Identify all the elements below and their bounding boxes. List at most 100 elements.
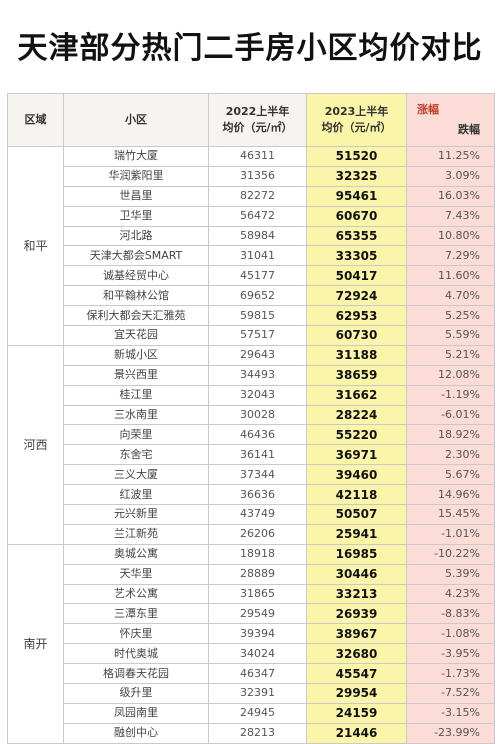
community-cell: 三水南里 bbox=[63, 404, 209, 426]
price-2023-cell: 26939 bbox=[306, 603, 407, 625]
price-2022-cell: 29549 bbox=[208, 603, 307, 625]
change-cell: 4.70% bbox=[406, 285, 495, 307]
community-cell: 艺术公寓 bbox=[63, 583, 209, 605]
change-cell: -23.99% bbox=[406, 722, 495, 744]
table-header-row: 区域 小区 2022上半年 均价（元/㎡） 2023上半年 均价（元/㎡） 涨幅… bbox=[7, 93, 495, 147]
price-2022-cell: 69652 bbox=[208, 285, 307, 307]
price-2023-cell: 32680 bbox=[306, 643, 407, 665]
header-price-2022-line1: 2022上半年 bbox=[225, 105, 290, 118]
community-cell: 卫华里 bbox=[63, 205, 209, 227]
header-region: 区域 bbox=[7, 93, 64, 147]
table-row: 时代奥城 34024 32680 -3.95% bbox=[8, 643, 495, 665]
price-2022-cell: 32391 bbox=[208, 683, 307, 704]
price-2023-cell: 50507 bbox=[306, 504, 407, 525]
table-row: 三潭东里 29549 26939 -8.83% bbox=[8, 603, 495, 625]
price-2023-cell: 42118 bbox=[306, 484, 407, 506]
table-row: 和平翰林公馆 69652 72924 4.70% bbox=[8, 285, 495, 307]
price-2023-cell: 95461 bbox=[306, 185, 407, 207]
header-price-2023-line2: 均价（元/㎡） bbox=[321, 121, 392, 134]
price-2022-cell: 36141 bbox=[208, 444, 307, 466]
community-cell: 瑞竹大厦 bbox=[63, 146, 209, 167]
change-cell: -1.73% bbox=[406, 663, 495, 685]
price-2022-cell: 82272 bbox=[208, 185, 307, 207]
change-cell: 14.96% bbox=[406, 484, 495, 506]
table-row: 和平 瑞竹大厦 46311 51520 11.25% bbox=[7, 146, 495, 346]
change-cell: 7.43% bbox=[406, 205, 495, 227]
price-2023-cell: 21446 bbox=[306, 722, 407, 744]
community-cell: 元兴新里 bbox=[63, 504, 209, 525]
price-comparison-table: 区域 小区 2022上半年 均价（元/㎡） 2023上半年 均价（元/㎡） 涨幅… bbox=[7, 93, 495, 744]
price-2023-cell: 28224 bbox=[306, 404, 407, 426]
community-cell: 保利大都会天汇雅苑 bbox=[63, 305, 209, 327]
price-2022-cell: 31865 bbox=[208, 583, 307, 605]
community-cell: 融创中心 bbox=[63, 722, 209, 744]
table-row: 华润紫阳里 31356 32325 3.09% bbox=[8, 165, 495, 187]
price-2022-cell: 58984 bbox=[208, 225, 307, 247]
community-cell: 天华里 bbox=[63, 563, 209, 585]
table-row: 兰江新苑 26206 25941 -1.01% bbox=[8, 523, 495, 545]
header-price-2023: 2023上半年 均价（元/㎡） bbox=[306, 93, 407, 147]
page-title: 天津部分热门二手房小区均价对比 bbox=[17, 31, 483, 66]
price-2023-cell: 31662 bbox=[306, 384, 407, 406]
community-cell: 华润紫阳里 bbox=[63, 165, 209, 187]
change-cell: 3.09% bbox=[406, 165, 495, 187]
price-2022-cell: 46311 bbox=[208, 146, 307, 167]
price-2022-cell: 37344 bbox=[208, 464, 307, 486]
table-row: 桂江里 32043 31662 -1.19% bbox=[8, 384, 495, 406]
table-row: 河北路 58984 65355 10.80% bbox=[8, 225, 495, 247]
price-2022-cell: 46347 bbox=[208, 663, 307, 685]
change-cell: 16.03% bbox=[406, 185, 495, 207]
price-2023-cell: 39460 bbox=[306, 464, 407, 486]
price-2023-cell: 38967 bbox=[306, 623, 407, 645]
table-row: 格调春天花园 46347 45547 -1.73% bbox=[8, 663, 495, 685]
price-2023-cell: 60730 bbox=[306, 325, 407, 346]
change-cell: -7.52% bbox=[406, 683, 495, 704]
community-cell: 格调春天花园 bbox=[63, 663, 209, 685]
price-2022-cell: 32043 bbox=[208, 384, 307, 406]
header-price-2022: 2022上半年 均价（元/㎡） bbox=[208, 93, 307, 147]
change-cell: 5.39% bbox=[406, 563, 495, 585]
header-change: 涨幅 跌幅 bbox=[406, 93, 495, 147]
community-cell: 向荣里 bbox=[63, 424, 209, 446]
region-cell: 和平 bbox=[7, 146, 64, 346]
change-cell: -1.01% bbox=[406, 523, 495, 545]
price-2022-cell: 24945 bbox=[208, 702, 307, 724]
community-cell: 宜天花园 bbox=[63, 325, 209, 346]
price-2022-cell: 34024 bbox=[208, 643, 307, 665]
table-row: 宜天花园 57517 60730 5.59% bbox=[8, 325, 495, 346]
change-cell: -1.08% bbox=[406, 623, 495, 645]
header-price-2022-line2: 均价（元/㎡） bbox=[222, 121, 293, 134]
header-change-down: 跌幅 bbox=[458, 123, 480, 136]
price-2022-cell: 30028 bbox=[208, 404, 307, 426]
price-2022-cell: 57517 bbox=[208, 325, 307, 346]
table-row: 河西 新城小区 29643 31188 5.21% bbox=[7, 344, 495, 545]
community-cell: 凤园南里 bbox=[63, 702, 209, 724]
header-community: 小区 bbox=[63, 93, 209, 147]
price-2023-cell: 32325 bbox=[306, 165, 407, 187]
price-2022-cell: 43749 bbox=[208, 504, 307, 525]
price-2023-cell: 33305 bbox=[306, 245, 407, 267]
community-cell: 景兴西里 bbox=[63, 364, 209, 386]
price-2023-cell: 72924 bbox=[306, 285, 407, 307]
price-table-container: 区域 小区 2022上半年 均价（元/㎡） 2023上半年 均价（元/㎡） 涨幅… bbox=[7, 93, 495, 744]
table-body: 和平 瑞竹大厦 46311 51520 11.25% 华润紫阳里 31356 32325 3.0… bbox=[7, 146, 495, 744]
table-row: 南开 奥城公寓 18918 16985 -10.22% bbox=[7, 543, 495, 744]
table-row: 卫华里 56472 60670 7.43% bbox=[8, 205, 495, 227]
table-row: 东舍宅 36141 36971 2.30% bbox=[8, 444, 495, 466]
table-row: 天华里 28889 30446 5.39% bbox=[8, 563, 495, 585]
price-2023-cell: 55220 bbox=[306, 424, 407, 446]
price-2022-cell: 36636 bbox=[208, 484, 307, 506]
change-cell: 2.30% bbox=[406, 444, 495, 466]
change-cell: 10.80% bbox=[406, 225, 495, 247]
community-cell: 奥城公寓 bbox=[63, 543, 209, 565]
table-row: 融创中心 28213 21446 -23.99% bbox=[8, 722, 495, 744]
change-cell: 12.08% bbox=[406, 364, 495, 386]
header-price-2023-line1: 2023上半年 bbox=[324, 105, 389, 118]
price-2022-cell: 29643 bbox=[208, 344, 307, 366]
change-cell: -10.22% bbox=[406, 543, 495, 565]
change-cell: -3.15% bbox=[406, 702, 495, 724]
community-cell: 诚基经贸中心 bbox=[63, 265, 209, 287]
community-cell: 新城小区 bbox=[63, 344, 209, 366]
change-cell: -3.95% bbox=[406, 643, 495, 665]
change-cell: 4.23% bbox=[406, 583, 495, 605]
